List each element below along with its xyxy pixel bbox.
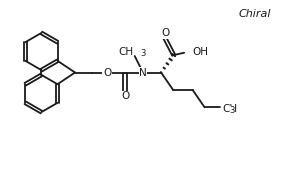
Text: CH: CH [118,47,133,57]
Text: O: O [161,28,170,38]
Text: N: N [139,67,147,78]
Text: Chiral: Chiral [239,9,271,19]
Text: 3: 3 [140,49,145,58]
Text: O: O [121,91,129,101]
Text: CH: CH [222,104,237,114]
Text: 3: 3 [230,106,235,115]
Text: O: O [103,67,111,78]
Text: OH: OH [192,47,208,57]
